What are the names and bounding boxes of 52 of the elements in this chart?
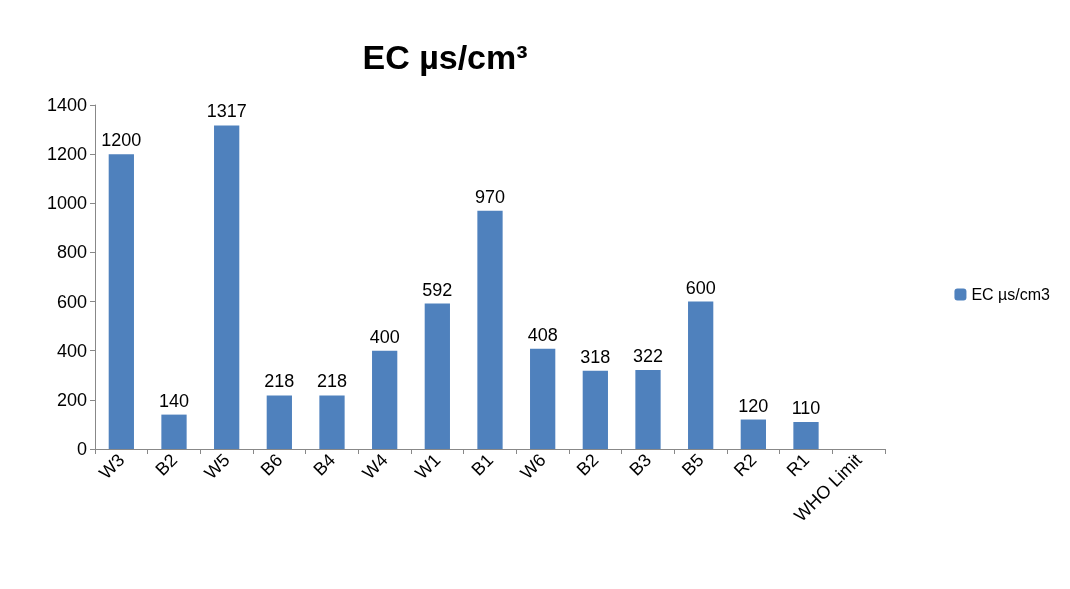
legend-label: EC µs/cm3: [971, 286, 1051, 303]
bar: [214, 125, 240, 449]
x-tick-label: B5: [678, 449, 708, 480]
x-tick-label: B2: [151, 449, 182, 480]
data-label: 592: [422, 279, 453, 300]
y-tick-label: 400: [56, 340, 87, 361]
bar: [740, 419, 766, 449]
x-tick-label: R2: [730, 449, 761, 481]
bar: [266, 395, 292, 449]
x-tick-label: B2: [572, 449, 603, 480]
bar: [108, 154, 134, 449]
data-label: 970: [474, 186, 506, 207]
data-label: 140: [158, 390, 190, 411]
x-tick-label: B3: [625, 449, 656, 480]
y-tick-label: 1200: [46, 144, 87, 165]
data-label: 322: [632, 345, 664, 366]
bar: [424, 303, 450, 449]
x-tick-label: B1: [467, 449, 498, 480]
data-label: 318: [580, 346, 611, 367]
y-tick-label: 1400: [46, 95, 87, 115]
data-label: 1317: [206, 101, 247, 122]
data-label: 218: [264, 371, 295, 392]
bar: [372, 350, 398, 449]
bar: [530, 348, 556, 449]
x-tick-label: B4: [309, 449, 340, 480]
x-tick-label: W1: [411, 449, 445, 484]
data-label: 120: [738, 395, 769, 416]
data-label: 218: [316, 371, 348, 392]
bar: [161, 414, 187, 449]
x-tick-label: W5: [200, 449, 234, 484]
y-tick-label: 600: [56, 291, 87, 312]
data-label: 408: [527, 324, 558, 345]
x-tick-label: B6: [256, 449, 287, 480]
x-tick-label: R1: [782, 449, 814, 481]
x-tick-label: W4: [358, 449, 392, 484]
data-label: 600: [685, 277, 716, 298]
bar: [793, 421, 819, 449]
bar: [688, 301, 714, 449]
bar: [635, 369, 661, 449]
x-tick-label: W3: [95, 449, 129, 484]
chart-title: EC µs/cm³: [362, 38, 528, 76]
y-tick-label: 1000: [46, 193, 87, 214]
x-tick-label: W6: [516, 449, 550, 484]
data-label: 110: [791, 397, 821, 418]
bar: [319, 395, 345, 449]
bar: [582, 370, 608, 449]
y-tick-label: 0: [76, 439, 87, 459]
bar: [477, 210, 503, 449]
y-tick-label: 200: [56, 389, 87, 410]
y-tick-label: 800: [56, 242, 87, 263]
data-label: 1200: [101, 130, 142, 151]
data-label: 400: [369, 326, 400, 347]
